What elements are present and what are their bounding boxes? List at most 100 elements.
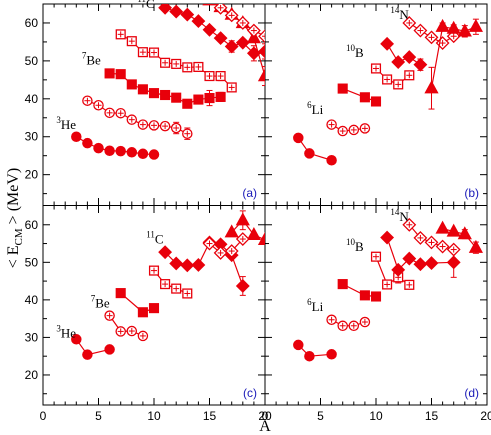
isotope-element: N: [399, 7, 409, 22]
data-point-circle: [126, 147, 138, 158]
y-tick-label: 20: [25, 168, 39, 182]
isotope-element: C: [155, 232, 164, 247]
series: [337, 83, 382, 107]
isotope-element: N: [399, 209, 409, 224]
data-point-triangle: [457, 23, 472, 37]
x-tick-label: 0: [40, 409, 47, 423]
data-point-diamond: [191, 258, 206, 272]
y-axis-label: < ECM > (MeV): [5, 168, 25, 268]
data-point-square: [104, 68, 115, 79]
data-point-square: [115, 288, 126, 299]
isotope-mass-number: 14: [390, 207, 400, 217]
data-point-square: [337, 83, 348, 94]
data-point-diamond: [446, 255, 461, 270]
series: [104, 310, 149, 342]
isotope-mass-number: 6: [307, 100, 312, 110]
data-point-circle: [326, 154, 337, 166]
data-point-square: [137, 84, 148, 95]
series: [158, 4, 265, 62]
data-point-diamond: [402, 50, 417, 65]
series: [202, 232, 250, 260]
y-axis-label-main: < E: [5, 245, 22, 268]
x-tick-label: 5: [95, 409, 102, 423]
data-point-square: [215, 91, 226, 102]
data-point-square: [359, 92, 370, 103]
data-point-triangle: [457, 226, 472, 240]
data-point-diamond: [413, 257, 428, 272]
isotope-mass-number: 10: [346, 237, 356, 247]
series: [402, 217, 461, 257]
isotope-label: 6Li: [307, 100, 323, 117]
panel-b: [293, 16, 483, 166]
isotope-mass-number: 11: [137, 0, 146, 4]
isotope-label: 3He: [56, 323, 76, 340]
data-point-circle: [304, 148, 315, 159]
data-point-diamond: [258, 44, 265, 59]
data-point-diamond: [169, 256, 184, 271]
data-point-circle: [293, 339, 304, 351]
isotope-element: Be: [86, 53, 101, 68]
data-point-diamond: [391, 262, 406, 277]
data-point-diamond: [213, 31, 228, 46]
series-line: [297, 137, 332, 161]
series-line: [109, 315, 144, 337]
isotope-element: B: [355, 45, 364, 60]
series-line: [375, 68, 410, 86]
series-line: [75, 338, 110, 356]
isotope-mass-number: 7: [91, 293, 96, 303]
data-point-triangle: [257, 68, 265, 82]
data-point-circle: [148, 149, 160, 160]
series: [82, 95, 193, 140]
data-point-triangle: [446, 223, 461, 237]
data-point-circle: [304, 350, 315, 362]
data-point-triangle: [202, 4, 217, 6]
data-point-circle: [326, 349, 337, 360]
data-point-circle: [71, 131, 82, 142]
data-point-square: [115, 69, 126, 80]
data-point-circle: [82, 137, 93, 149]
data-point-diamond: [413, 57, 428, 72]
panel-c: [71, 210, 265, 360]
series: [326, 119, 371, 137]
data-point-triangle: [424, 80, 439, 94]
series-line: [375, 256, 410, 286]
isotope-mass-number: 3: [56, 115, 61, 125]
isotope-label: 14N: [390, 207, 409, 224]
data-point-diamond: [235, 35, 250, 50]
y-tick-label: 50: [25, 255, 39, 269]
data-point-diamond: [158, 245, 173, 260]
y-tick-label: 40: [25, 293, 39, 307]
y-axis-label-tail: > (MeV): [5, 168, 22, 229]
data-point-circle: [293, 132, 304, 144]
series: [424, 18, 483, 110]
x-tick-label: 5: [317, 409, 324, 423]
isotope-label: 11C: [146, 230, 163, 247]
data-point-circle: [104, 145, 115, 157]
panel-d: [293, 217, 483, 362]
series: [380, 230, 461, 278]
data-point-circle: [93, 142, 104, 154]
data-point-circle: [71, 334, 82, 345]
isotope-element: Li: [312, 299, 324, 314]
data-point-diamond: [424, 256, 439, 270]
data-point-circle: [104, 344, 115, 355]
x-tick-label: 10: [147, 409, 161, 423]
isotope-label: 7Be: [91, 293, 110, 310]
data-point-diamond: [202, 22, 217, 37]
series: [380, 36, 428, 72]
isotope-mass-number: 14: [390, 5, 400, 15]
series: [326, 314, 371, 332]
x-tick-label: 10: [369, 409, 383, 423]
data-point-square: [182, 98, 193, 109]
series-line: [386, 43, 421, 66]
data-point-square: [204, 93, 215, 104]
data-point-square: [137, 307, 148, 318]
isotope-mass-number: 11: [146, 230, 155, 240]
data-point-diamond: [391, 55, 406, 69]
x-axis-label: A: [259, 418, 271, 435]
y-tick-label: 60: [25, 218, 39, 232]
data-point-diamond: [180, 7, 195, 22]
y-tick-label: 40: [25, 92, 39, 106]
data-point-diamond: [158, 4, 173, 15]
